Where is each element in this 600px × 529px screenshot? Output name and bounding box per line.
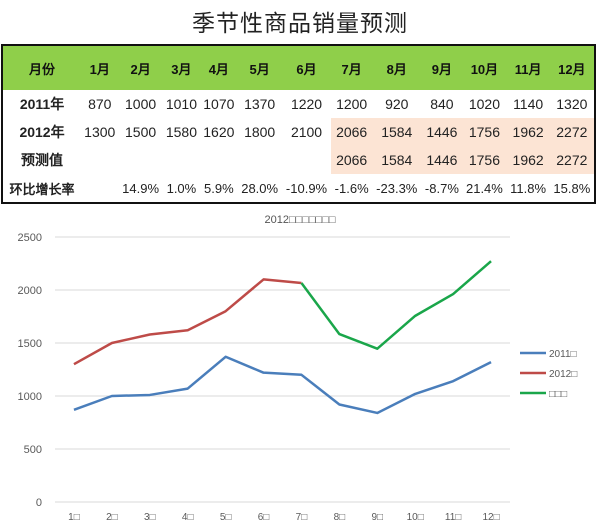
x-tick-label: 6□ bbox=[258, 512, 270, 523]
table-cell bbox=[238, 146, 282, 174]
table-cell: 2066 bbox=[331, 118, 373, 146]
table-cell: 1446 bbox=[421, 146, 463, 174]
table-cell: 1300 bbox=[84, 124, 116, 140]
x-tick-label: 7□ bbox=[296, 512, 308, 523]
x-tick-label: 9□ bbox=[371, 512, 383, 523]
y-tick-label: 1000 bbox=[18, 391, 42, 403]
table-row: 2012年 1300 1500 1580 1620 1800 2100 2066 1584 144… bbox=[3, 118, 594, 146]
chart-title: 2012□□□□□□□ bbox=[265, 214, 336, 226]
table-row: 环比增长率 14.9% 1.0% 5.9% 28.0% -10.9% -1.6% -23.3%… bbox=[3, 174, 594, 202]
table-cell: 5.9% bbox=[204, 180, 234, 196]
table-cell: 1200 bbox=[336, 96, 368, 112]
header-month: 7月 bbox=[341, 61, 362, 77]
table-cell: 1962 bbox=[506, 146, 550, 174]
header-month: 12月 bbox=[558, 61, 586, 77]
table-cell: 1370 bbox=[244, 96, 276, 112]
header-month: 6月 bbox=[296, 61, 317, 77]
x-tick-label: 3□ bbox=[144, 512, 156, 523]
table-cell: -8.7% bbox=[424, 180, 459, 196]
header-month: 10月 bbox=[470, 61, 499, 77]
table-cell: -1.6% bbox=[334, 180, 369, 196]
table-cell: 1584 bbox=[372, 146, 422, 174]
sales-table: 月份 1月 2月 3月 4月 5月 6月 7月 8月 9月 10月 11月 12月 2011年 870 10… bbox=[1, 44, 596, 204]
table-cell: 2100 bbox=[290, 124, 323, 140]
table-cell: 1756 bbox=[462, 118, 507, 146]
x-tick-label: 12□ bbox=[482, 512, 499, 523]
table-cell: 1620 bbox=[203, 124, 235, 140]
table-cell bbox=[118, 146, 162, 174]
table-cell: -23.3% bbox=[376, 180, 418, 196]
x-tick-label: 5□ bbox=[220, 512, 232, 523]
table-cell: 1584 bbox=[372, 118, 422, 146]
table-cell: 2066 bbox=[331, 146, 373, 174]
table-cell bbox=[282, 146, 331, 174]
table-cell: 14.9% bbox=[122, 180, 160, 196]
table-cell bbox=[81, 174, 118, 202]
header-month: 3月 bbox=[171, 61, 192, 77]
x-tick-label: 10□ bbox=[407, 512, 424, 523]
table-cell: 1140 bbox=[513, 96, 544, 112]
line-chart: 2012□□□□□□□ 0 500 1000 1500 2000 2500 1□ 2□ 3□ 4□ 5… bbox=[0, 208, 600, 525]
table-cell: 1000 bbox=[125, 96, 157, 112]
table-cell: 870 bbox=[88, 96, 112, 112]
table-cell: 2272 bbox=[549, 146, 594, 174]
row-label: 环比增长率 bbox=[9, 181, 75, 197]
legend-label: □□□ bbox=[549, 389, 567, 400]
table-cell: 1962 bbox=[506, 118, 550, 146]
x-tick-label: 2□ bbox=[106, 512, 118, 523]
legend-label: 2011□ bbox=[549, 349, 577, 360]
row-label: 2011年 bbox=[19, 96, 65, 112]
series-line bbox=[73, 355, 492, 415]
y-tick-label: 1500 bbox=[18, 338, 42, 350]
x-tick-label: 1□ bbox=[68, 512, 80, 523]
header-label: 月份 bbox=[29, 61, 56, 77]
table-cell: 1800 bbox=[244, 124, 276, 140]
x-tick-label: 4□ bbox=[182, 512, 194, 523]
table-cell: 1020 bbox=[468, 96, 500, 112]
y-tick-label: 0 bbox=[36, 497, 42, 509]
table-cell: 920 bbox=[385, 96, 409, 112]
table-header-row: 月份 1月 2月 3月 4月 5月 6月 7月 8月 9月 10月 11月 12月 bbox=[3, 46, 594, 90]
x-tick-label: 8□ bbox=[334, 512, 346, 523]
page-title: 季节性商品销量预测 bbox=[192, 11, 408, 37]
table-cell: 1756 bbox=[462, 146, 507, 174]
table-cell: 1580 bbox=[165, 124, 197, 140]
legend-label: 2012□ bbox=[549, 369, 577, 380]
header-month: 8月 bbox=[386, 61, 407, 77]
header-month: 1月 bbox=[89, 61, 110, 77]
row-label: 2012年 bbox=[19, 124, 65, 140]
table-cell bbox=[200, 146, 237, 174]
table-cell: 15.8% bbox=[553, 180, 591, 196]
table-cell: 840 bbox=[430, 96, 454, 112]
table-cell: -10.9% bbox=[285, 180, 328, 196]
table-cell: 28.0% bbox=[241, 180, 279, 196]
header-month: 9月 bbox=[431, 61, 453, 77]
header-month: 4月 bbox=[208, 61, 229, 77]
table-cell: 11.8% bbox=[510, 180, 547, 196]
table-cell bbox=[81, 146, 118, 174]
table-cell: 1320 bbox=[556, 96, 588, 112]
table-cell: 1070 bbox=[203, 96, 235, 112]
table-cell: 2272 bbox=[549, 118, 594, 146]
table-row: 预测值 2066 1584 1446 1756 1962 2272 bbox=[3, 146, 594, 174]
table-cell: 1.0% bbox=[166, 180, 197, 196]
y-tick-label: 2500 bbox=[18, 232, 42, 244]
table-cell bbox=[163, 146, 200, 174]
table-cell: 1220 bbox=[290, 96, 323, 112]
table-cell: 1446 bbox=[421, 118, 463, 146]
row-label: 预测值 bbox=[21, 152, 64, 168]
table-cell: 1010 bbox=[165, 96, 197, 112]
series-line bbox=[300, 260, 492, 350]
y-tick-label: 2000 bbox=[18, 285, 42, 297]
y-tick-label: 500 bbox=[24, 444, 42, 456]
table-cell: 1500 bbox=[125, 124, 157, 140]
series-line bbox=[73, 278, 302, 366]
header-month: 11月 bbox=[514, 61, 542, 77]
table-row: 2011年 870 1000 1010 1070 1370 1220 1200 920 840 10… bbox=[3, 90, 594, 118]
table-cell: 21.4% bbox=[465, 180, 503, 196]
header-month: 2月 bbox=[130, 61, 151, 77]
x-tick-label: 11□ bbox=[445, 512, 461, 523]
header-month: 5月 bbox=[249, 61, 270, 77]
